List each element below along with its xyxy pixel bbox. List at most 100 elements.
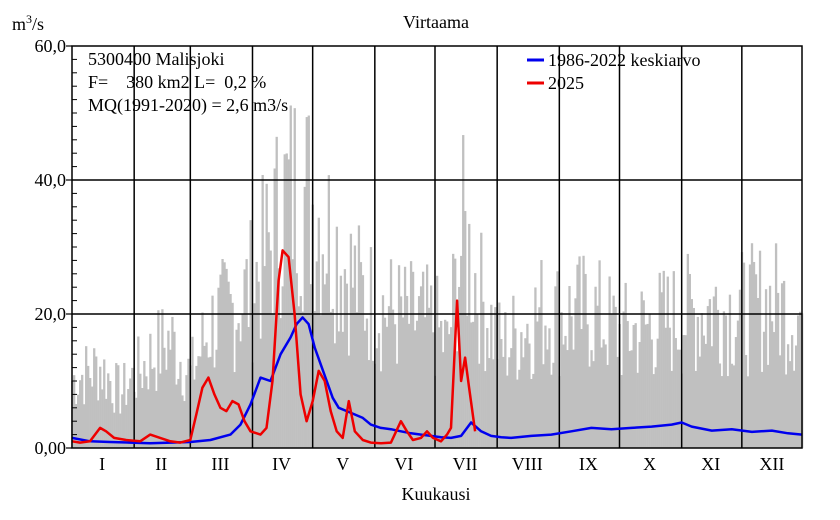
x-tick-label: XII: [759, 454, 784, 474]
range-bar: [89, 378, 92, 448]
range-bar: [650, 339, 653, 448]
range-bar: [303, 186, 306, 449]
range-bar: [538, 307, 541, 448]
range-bar: [788, 361, 792, 448]
range-bar: [700, 313, 704, 448]
range-bar: [97, 400, 100, 448]
range-bar: [464, 211, 467, 448]
range-bar: [295, 273, 298, 448]
range-bar: [704, 343, 708, 448]
range-bar: [415, 320, 419, 448]
range-bar: [301, 311, 304, 448]
range-bar: [738, 289, 742, 448]
range-bar: [470, 322, 473, 448]
range-bar: [714, 286, 718, 448]
range-bar: [628, 351, 631, 448]
range-bar: [472, 321, 475, 448]
range-bar: [744, 354, 748, 448]
y-axis-label-sup: 3: [26, 12, 32, 26]
range-bar: [516, 379, 519, 448]
range-bar: [462, 135, 465, 449]
range-bar: [85, 346, 88, 448]
range-bar: [690, 299, 693, 448]
range-bar: [732, 365, 736, 448]
range-bar: [612, 295, 615, 448]
range-bar: [684, 335, 687, 448]
range-bar: [640, 291, 643, 448]
range-bar: [105, 398, 108, 448]
range-bar: [694, 370, 698, 448]
range-bar: [476, 313, 479, 448]
plot-frame: [71, 45, 803, 449]
range-bar: [333, 343, 337, 448]
x-tick-label: III: [211, 454, 229, 474]
range-bar: [379, 371, 383, 448]
range-bar: [798, 311, 802, 448]
range-bar: [446, 321, 449, 448]
range-bar: [127, 389, 130, 448]
range-bar: [307, 115, 310, 448]
range-bar: [702, 335, 706, 448]
range-bar: [123, 362, 126, 448]
range-bar: [327, 175, 330, 448]
range-bar: [125, 404, 128, 448]
range-bar: [165, 369, 168, 448]
range-bar: [161, 309, 164, 448]
range-bar: [622, 311, 625, 448]
range-bar: [776, 292, 780, 448]
range-bar: [674, 338, 677, 448]
range-bar: [325, 273, 328, 448]
range-bar: [654, 367, 657, 448]
range-bar: [500, 339, 503, 448]
range-bar: [766, 364, 770, 448]
range-bar: [357, 225, 361, 448]
range-bar: [403, 266, 407, 448]
x-tick-label: X: [643, 454, 656, 474]
range-bar: [91, 386, 94, 448]
range-bar: [369, 247, 373, 448]
range-bar: [359, 262, 363, 448]
range-bar: [129, 378, 132, 448]
range-bar: [656, 338, 659, 448]
range-bar: [107, 373, 110, 448]
range-bar: [223, 262, 226, 448]
range-bar: [510, 348, 513, 448]
range-bar: [103, 359, 106, 448]
range-bar: [429, 285, 433, 448]
range-bar: [596, 305, 599, 448]
range-bar: [520, 332, 523, 448]
historical-range-bars: [71, 105, 804, 449]
range-bar: [544, 325, 547, 448]
range-bar: [371, 360, 375, 448]
range-bar: [606, 364, 609, 448]
range-bar: [339, 275, 343, 448]
range-bar: [688, 273, 691, 448]
range-bar: [203, 345, 206, 448]
range-bar: [183, 401, 186, 448]
range-bar: [514, 328, 517, 448]
range-bar: [718, 363, 722, 448]
range-bar: [624, 282, 627, 448]
range-bar: [377, 333, 381, 448]
range-bar: [237, 323, 240, 448]
range-bar: [383, 317, 387, 448]
range-bar: [438, 327, 441, 448]
x-tick-label: V: [336, 454, 349, 474]
range-bar: [712, 296, 716, 448]
range-bar: [448, 334, 451, 448]
range-bar: [566, 350, 569, 448]
range-bar: [141, 388, 144, 448]
range-bar: [508, 357, 511, 448]
range-bar: [522, 357, 525, 448]
range-bar: [682, 335, 685, 448]
range-bar: [672, 271, 675, 448]
range-bar: [117, 365, 120, 448]
range-bar: [209, 356, 212, 448]
range-bar: [450, 327, 453, 448]
range-bar: [482, 301, 485, 448]
range-bar: [317, 217, 320, 448]
range-bar: [427, 307, 431, 448]
range-bar: [421, 271, 425, 448]
range-bar: [638, 342, 641, 448]
